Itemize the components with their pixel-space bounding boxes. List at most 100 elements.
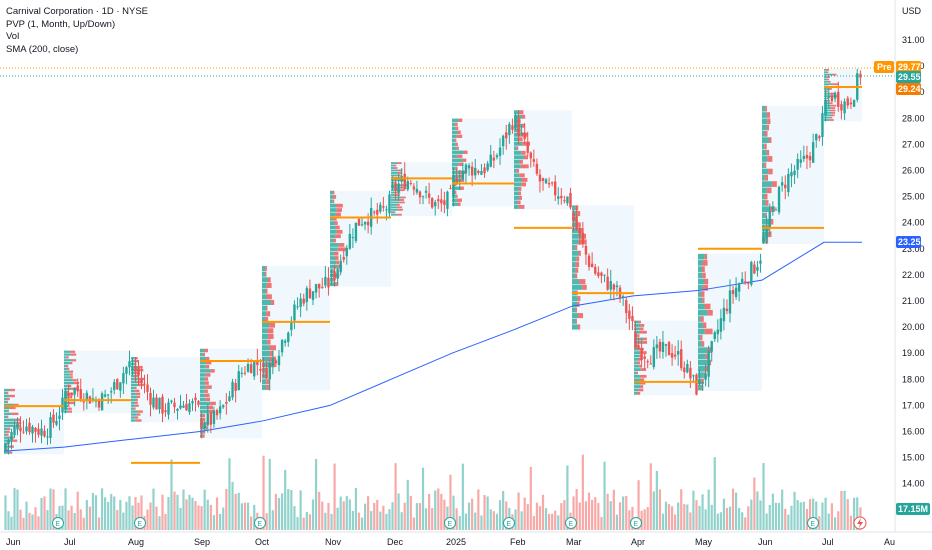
profile-down-bar (640, 378, 645, 382)
profile-down-bar (577, 211, 581, 217)
profile-down-bar (205, 373, 211, 377)
indicator-vol[interactable]: Vol (6, 31, 20, 42)
earnings-icon-circle (134, 517, 146, 529)
profile-up-bar (64, 401, 71, 405)
volume-bar (843, 490, 846, 530)
volume-bar (846, 499, 849, 530)
profile-up-bar (452, 170, 460, 174)
candle-body (550, 182, 554, 184)
symbol-title[interactable]: Carnival Corporation · 1D · NYSE (6, 6, 149, 17)
time-tick-label: Jul (822, 537, 834, 547)
volume-bar (277, 498, 281, 530)
profile-up-bar (131, 419, 136, 422)
profile-down-bar (6, 400, 9, 404)
profile-up-bar (391, 196, 402, 199)
candle-body (625, 300, 628, 314)
volume-bar (526, 504, 529, 530)
profile-up-bar (330, 216, 334, 221)
volume-bar (28, 512, 31, 530)
candle-body (314, 284, 318, 293)
volume-bar (677, 502, 680, 530)
price-axis-ticks: 14.00 15.00 16.00 17.00 18.00 19.00 20.00 21.00… (902, 35, 925, 489)
volume-bar (628, 510, 631, 530)
candle-body (225, 401, 228, 404)
profile-up-bar (64, 350, 71, 353)
profile-up-bar (698, 316, 701, 322)
profile-up-bar (824, 119, 830, 121)
time-axis[interactable] (0, 532, 895, 550)
candle-body (203, 425, 206, 429)
profile-down-bar (204, 381, 209, 385)
earnings-icon: E (254, 517, 266, 529)
candle-body (830, 95, 834, 102)
candle-body (655, 344, 659, 349)
candle-body (302, 298, 305, 304)
volume-bar (489, 509, 492, 530)
volume-bar (324, 512, 327, 530)
candle-body (155, 397, 158, 410)
profile-up-bar (514, 132, 521, 137)
indicator-sma[interactable]: SMA (200, close) (6, 43, 79, 55)
profile-up-bar (330, 208, 337, 212)
poc-lines (4, 85, 862, 464)
volume-bar (612, 489, 615, 530)
volume-bar (22, 517, 25, 530)
profile-down-bar (521, 123, 525, 128)
profile-up-bar (824, 73, 832, 76)
candle-body (774, 209, 778, 211)
profile-up-bar (514, 114, 523, 119)
profile-down-bar (640, 381, 646, 385)
volume-bar (25, 501, 28, 530)
volume-bar (19, 509, 22, 530)
indicator-pvp[interactable]: PVP (1, Month, Up/Down) (6, 18, 116, 30)
time-tick-label: Mar (566, 537, 582, 547)
candle-body (584, 245, 588, 255)
profile-up-bar (698, 303, 705, 310)
profile-up-bar (200, 373, 206, 377)
profile-down-bar (68, 404, 70, 408)
candle-body (501, 135, 505, 147)
volume-bar (158, 516, 161, 530)
candle-body (324, 276, 327, 286)
profile-down-bar (519, 159, 523, 164)
volume-bar (756, 491, 759, 530)
candle-body (535, 163, 539, 174)
volume-bar (342, 501, 345, 530)
volume-bar (514, 509, 517, 530)
currency-label[interactable]: USD (902, 6, 922, 16)
volume-bar (455, 508, 458, 530)
profile-up-bar (514, 155, 524, 160)
candle-body (661, 342, 665, 352)
lightning-icon[interactable] (853, 516, 867, 530)
profile-down-bar (523, 155, 529, 160)
profile-down-bar (336, 203, 343, 208)
candle-body (480, 170, 483, 175)
volume-bar (246, 502, 250, 530)
profile-up-bar (64, 364, 66, 368)
profile-down-bar (456, 146, 459, 150)
candle-body (317, 283, 321, 289)
profile-up-bar (200, 401, 211, 406)
profile-up-bar (452, 118, 459, 122)
candle-body (686, 363, 689, 373)
candle-body (680, 349, 683, 369)
volume-bar (119, 499, 122, 530)
candle-body (740, 278, 744, 283)
profile-up-bar (762, 143, 765, 150)
price-tick-label: 17.00 (902, 400, 925, 410)
candle-body (122, 373, 125, 384)
candle-body (73, 388, 76, 395)
profile-down-bar (204, 348, 208, 353)
profile-up-bar (391, 213, 397, 216)
volume-bar (4, 495, 7, 530)
volume-bar (209, 504, 212, 530)
candle-body (695, 374, 698, 395)
profile-down-bar (458, 162, 464, 166)
volume-bar (680, 489, 683, 530)
candle-body (61, 397, 64, 413)
profile-down-bar (639, 327, 644, 331)
volume-bar (458, 516, 461, 530)
price-tick-label: 27.00 (902, 139, 925, 149)
